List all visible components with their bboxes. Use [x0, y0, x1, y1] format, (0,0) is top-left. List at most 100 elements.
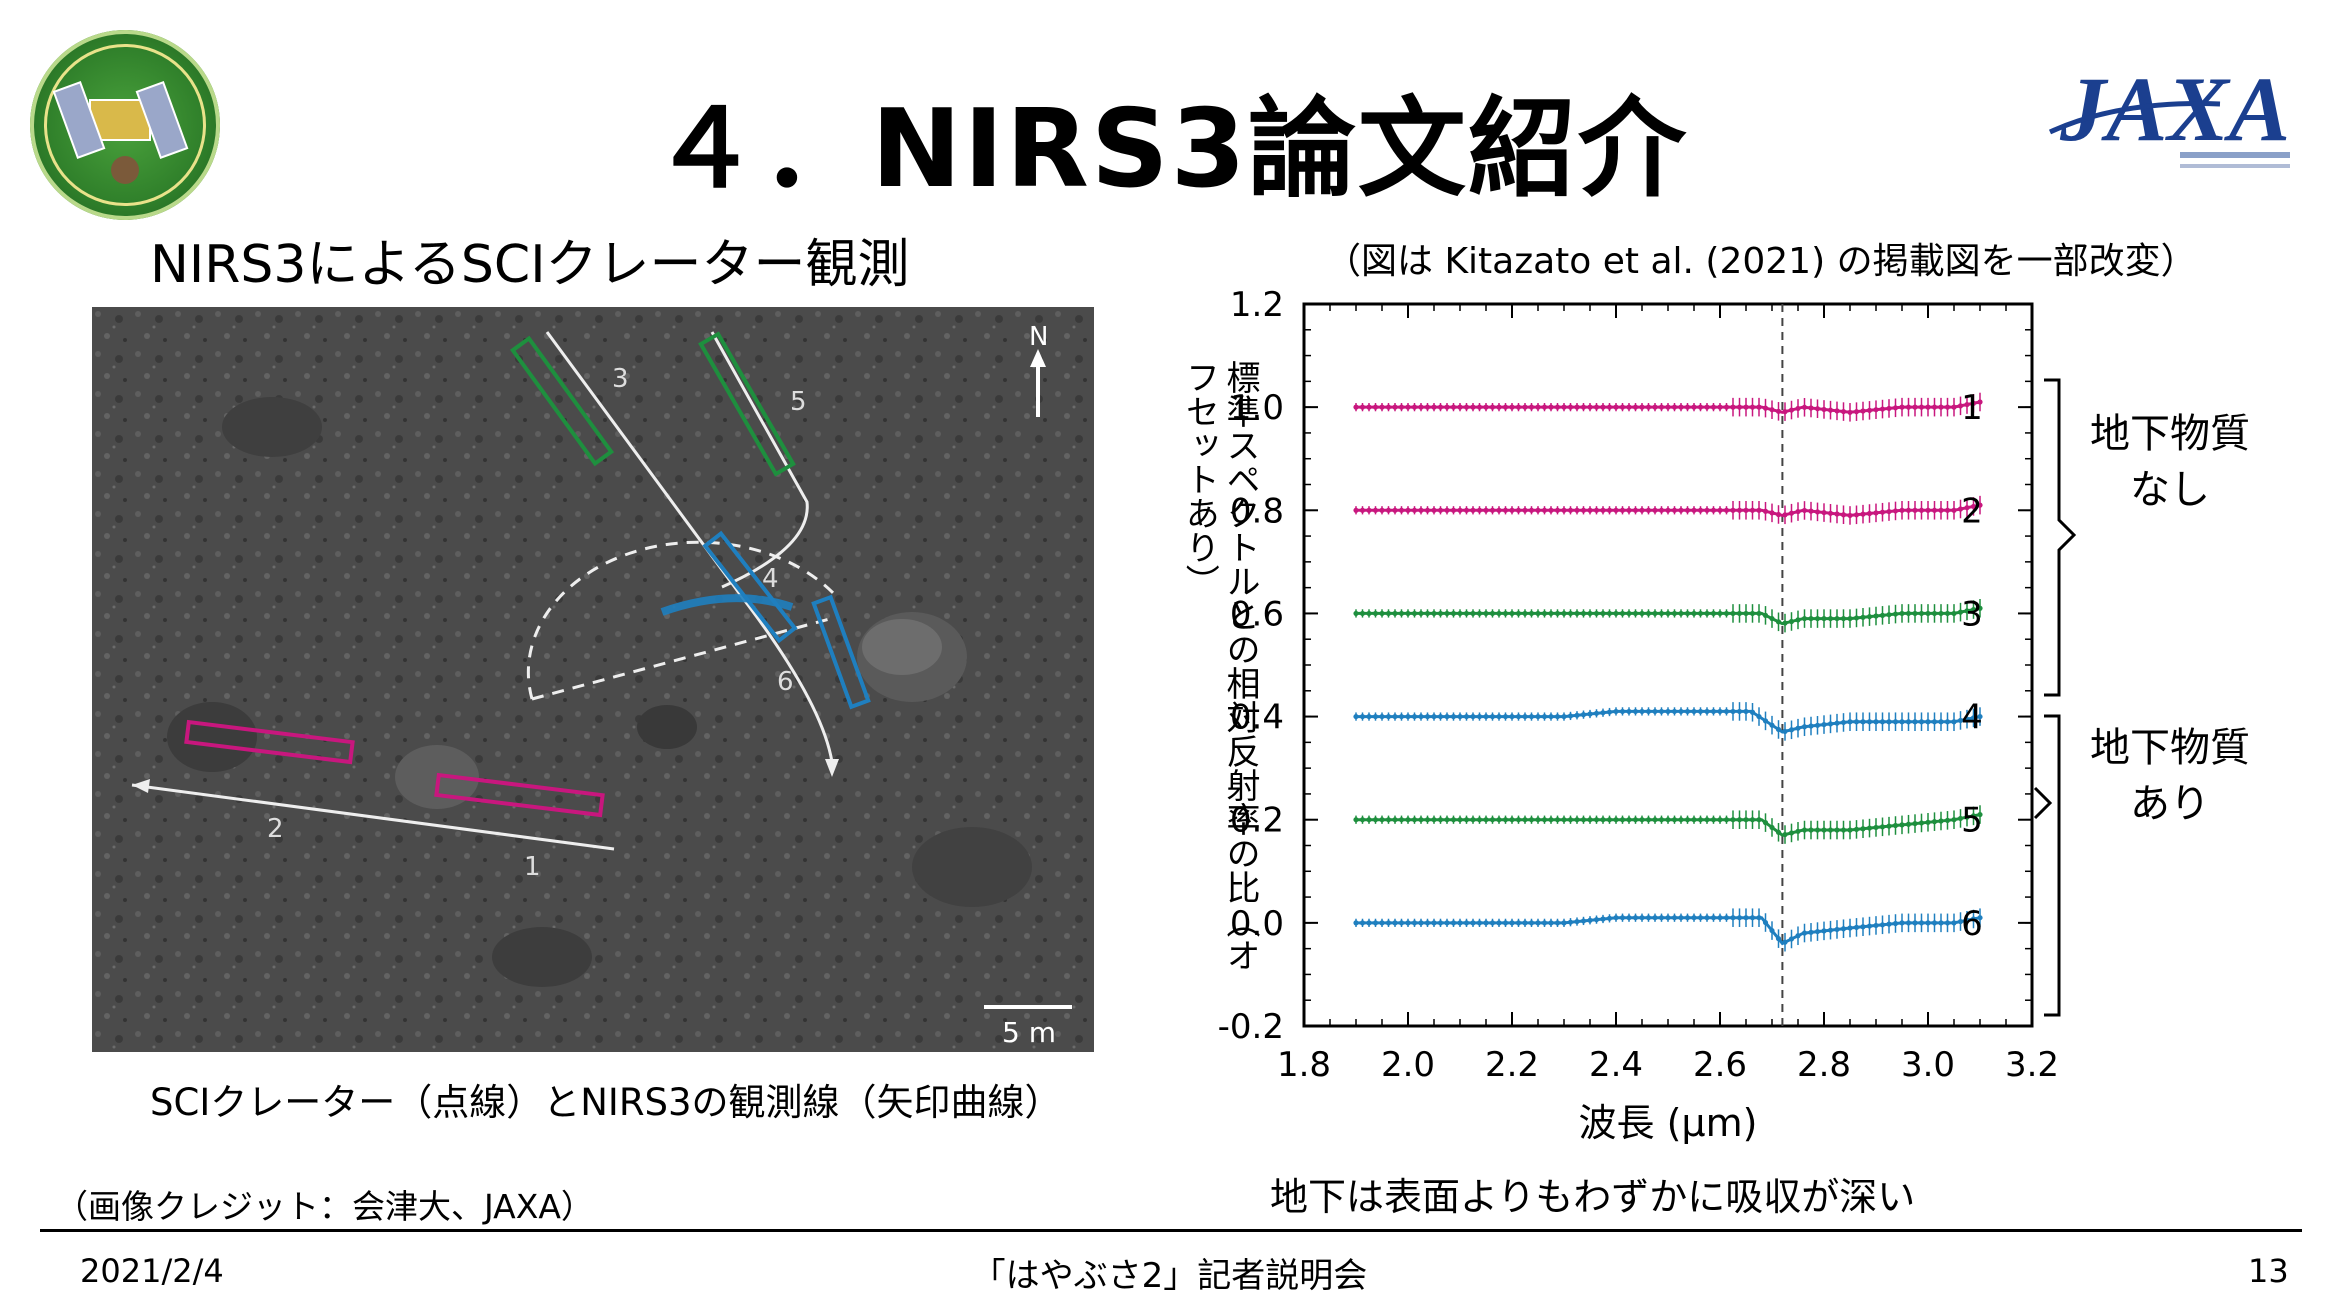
- series-point-6: [1743, 915, 1749, 921]
- series-point-3: [1626, 610, 1632, 617]
- series-point-2: [1931, 507, 1938, 513]
- series-point-1: [1879, 406, 1886, 412]
- series-point-3: [1938, 610, 1944, 617]
- series-point-6: [1704, 915, 1710, 921]
- series-point-5: [1970, 813, 1977, 819]
- series-point-5: [1619, 817, 1626, 823]
- series-point-3: [1762, 612, 1769, 618]
- series-point-5: [1788, 830, 1795, 836]
- series-labels: 1 2 3 4 5 6: [1961, 388, 1983, 944]
- series-point-2: [1814, 509, 1821, 515]
- series-point-1: [1483, 404, 1489, 410]
- series-point-3: [1840, 615, 1847, 622]
- series-point-1: [1944, 404, 1951, 410]
- series-point-2: [1899, 507, 1905, 513]
- series-point-4: [1665, 708, 1671, 715]
- series-point-2: [1515, 507, 1522, 513]
- series-point-6: [1782, 939, 1788, 945]
- series-point-2: [1704, 507, 1710, 513]
- series-point-3: [1411, 610, 1418, 617]
- series-point-1: [1899, 404, 1905, 410]
- series-point-3: [1873, 613, 1879, 619]
- series-point-4: [1535, 713, 1541, 720]
- series-point-3: [1587, 610, 1593, 617]
- series-point-4: [1775, 726, 1782, 733]
- series-point-1: [1593, 404, 1600, 410]
- series-point-5: [1795, 828, 1801, 834]
- series-point-4: [1691, 708, 1697, 715]
- series-point-1: [1801, 404, 1808, 410]
- series-point-4: [1567, 713, 1574, 719]
- series-point-4: [1918, 719, 1925, 725]
- series-point-4: [1782, 728, 1788, 734]
- series-point-5: [1574, 817, 1580, 823]
- bracket-label-2-line-2: あり: [2130, 781, 2210, 827]
- series-point-1: [1411, 404, 1418, 410]
- series-point-6: [1697, 915, 1704, 921]
- series-point-1: [1379, 404, 1385, 410]
- series-point-1: [1515, 404, 1522, 410]
- series-point-5: [1418, 817, 1424, 823]
- series-point-2: [1866, 510, 1873, 517]
- series-point-3: [1801, 615, 1808, 622]
- series-point-1: [1398, 404, 1405, 410]
- series-point-2: [1977, 502, 1983, 508]
- series-point-3: [1424, 610, 1431, 617]
- series-point-6: [1944, 920, 1951, 926]
- series-point-1: [1470, 404, 1476, 410]
- series-point-4: [1905, 719, 1912, 725]
- series-point-1: [1652, 404, 1658, 410]
- series-point-2: [1632, 507, 1639, 513]
- series-point-5: [1749, 817, 1756, 823]
- series-point-4: [1502, 713, 1509, 720]
- series-point-6: [1756, 915, 1762, 921]
- series-point-4: [1593, 710, 1600, 716]
- series-point-6: [1405, 920, 1411, 926]
- series-point-3: [1379, 610, 1385, 617]
- series-point-1: [1847, 409, 1853, 415]
- series-point-4: [1801, 724, 1808, 730]
- series-point-2: [1801, 507, 1808, 514]
- x-tick-label: 2.4: [1589, 1045, 1643, 1085]
- series-point-4: [1437, 713, 1444, 720]
- series-point-6: [1840, 926, 1847, 932]
- series-point-6: [1808, 929, 1814, 935]
- series-point-2: [1769, 510, 1775, 516]
- hayabusa2-logo: [30, 30, 220, 220]
- series-point-6: [1684, 915, 1691, 921]
- series-point-2: [1463, 507, 1470, 513]
- series-point-4: [1366, 713, 1372, 720]
- page-number: 13: [2248, 1252, 2289, 1290]
- series-point-4: [1717, 708, 1723, 715]
- series-point-6: [1515, 920, 1522, 926]
- series-point-2: [1359, 507, 1366, 513]
- series-point-5: [1782, 831, 1788, 838]
- series-point-6: [1613, 915, 1619, 921]
- series-point-3: [1385, 610, 1392, 617]
- series-point-4: [1496, 713, 1502, 720]
- series-point-5: [1736, 817, 1743, 823]
- series-point-5: [1931, 819, 1938, 825]
- series-point-1: [1645, 404, 1652, 410]
- y-tick-label: 1.0: [1230, 388, 1284, 428]
- series-point-2: [1554, 507, 1561, 513]
- series-point-6: [1710, 915, 1717, 921]
- series-point-2: [1840, 512, 1847, 518]
- series-point-2: [1665, 507, 1671, 513]
- series-point-4: [1736, 708, 1743, 715]
- series-point-1: [1821, 406, 1827, 413]
- series-point-3: [1652, 610, 1658, 617]
- series-point-5: [1489, 817, 1496, 823]
- series-label-3: 3: [1961, 594, 1983, 634]
- series-point-1: [1561, 404, 1567, 410]
- series-point-1: [1736, 404, 1743, 410]
- series-point-2: [1366, 507, 1372, 513]
- series-point-3: [1645, 610, 1652, 617]
- series-point-1: [1509, 404, 1515, 410]
- track-label-6: 6: [777, 667, 794, 697]
- series-point-4: [1951, 719, 1957, 725]
- series-point-6: [1912, 920, 1918, 926]
- series-point-4: [1769, 722, 1775, 728]
- series-point-2: [1652, 507, 1658, 513]
- series-point-2: [1405, 507, 1411, 513]
